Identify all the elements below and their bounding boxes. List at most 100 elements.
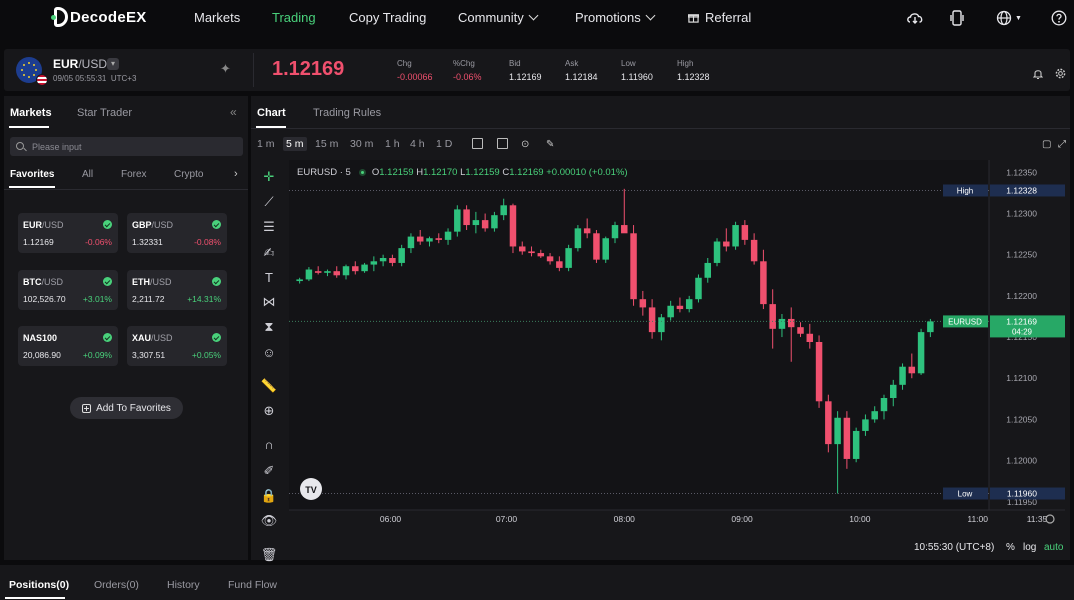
favorite-check-icon[interactable] <box>103 220 112 229</box>
tab-fund-flow[interactable]: Fund Flow <box>228 579 278 591</box>
scale-log-toggle[interactable]: log <box>1023 542 1037 553</box>
candle-body <box>333 271 340 276</box>
fib-lines-icon[interactable]: ☰ <box>263 219 275 234</box>
trendline-icon[interactable]: ⟋ <box>264 194 274 209</box>
symbol-selector[interactable]: EUR/USD <box>53 57 107 71</box>
candle-body <box>639 299 647 308</box>
candle-body <box>398 248 405 263</box>
filter-favorites[interactable]: Favorites <box>10 169 55 180</box>
price-marker-label: EURUSD <box>948 317 982 326</box>
scale-auto-toggle[interactable]: auto <box>1044 542 1064 553</box>
market-search-input[interactable] <box>10 137 243 156</box>
favorite-check-icon[interactable] <box>212 277 221 286</box>
market-card-ethusd[interactable]: ETH/USD 2,211.72 +14.31% <box>127 270 227 310</box>
y-tick-label: 1.12200 <box>1006 291 1037 301</box>
timeframe-4h[interactable]: 4 h <box>410 138 425 150</box>
stat-high: High 1.12328 <box>677 59 710 82</box>
filter-crypto[interactable]: Crypto <box>174 169 204 180</box>
help-icon[interactable] <box>1050 9 1068 27</box>
fullscreen-icon[interactable]: ⤢ <box>1058 139 1066 150</box>
add-to-favorites-button[interactable]: Add To Favorites <box>70 397 183 419</box>
pattern-icon[interactable]: ⋈ <box>262 294 276 309</box>
y-tick-label: 1.12000 <box>1006 456 1037 466</box>
nav-copy-trading[interactable]: Copy Trading <box>349 10 426 25</box>
device-icon[interactable] <box>948 9 966 27</box>
market-card-nas100[interactable]: NAS100 20,086.90 +0.09% <box>18 326 118 366</box>
download-icon[interactable] <box>906 9 924 27</box>
candle-body <box>602 238 609 260</box>
nav-promotions[interactable]: Promotions <box>575 10 656 25</box>
brand-logo[interactable]: DecodeEX <box>51 7 147 27</box>
collapse-panel-icon[interactable]: « <box>230 105 237 119</box>
lock-drawing-icon[interactable]: ✐ <box>263 463 275 478</box>
ohlc-low: 1.12159 <box>465 167 500 178</box>
axis-settings-icon <box>1045 514 1055 524</box>
filter-forex[interactable]: Forex <box>121 169 147 180</box>
magnet-icon[interactable]: ∩ <box>264 437 274 452</box>
market-card-btcusd[interactable]: BTC/USD 102,526.70 +3.01% <box>18 270 118 310</box>
tab-orders[interactable]: Orders(0) <box>94 579 139 591</box>
stat-label: High <box>677 59 694 68</box>
tab-history[interactable]: History <box>167 579 200 591</box>
symbol-dropdown-icon[interactable]: ▾ <box>107 58 119 70</box>
candle-body <box>426 238 433 242</box>
draw-pen-icon[interactable]: ✎ <box>546 139 555 150</box>
tab-chart[interactable]: Chart <box>257 107 286 119</box>
market-card-xauusd[interactable]: XAU/USD 3,307.51 +0.05% <box>127 326 227 366</box>
globe-icon[interactable]: ▼ <box>996 9 1022 27</box>
compare-icon[interactable]: ⊙ <box>521 139 530 150</box>
nav-markets[interactable]: Markets <box>194 10 240 25</box>
market-card-eurusd[interactable]: EUR/USD 1.12169 -0.06% <box>18 213 118 253</box>
crosshair-icon[interactable]: ✛ <box>263 169 275 184</box>
favorite-check-icon[interactable] <box>103 333 112 342</box>
candle-body <box>519 246 526 252</box>
candlestick-chart[interactable]: 1.123501.123001.122501.122001.121501.121… <box>289 160 1065 538</box>
timeframe-30m[interactable]: 30 m <box>350 138 374 150</box>
card-price: 1.12169 <box>23 237 54 247</box>
favorite-check-icon[interactable] <box>212 333 221 342</box>
candle-body <box>741 225 749 240</box>
chart-panel: Chart Trading Rules 1 m 5 m 15 m 30 m 1 … <box>251 96 1070 562</box>
timeframe-1m[interactable]: 1 m <box>257 138 275 150</box>
favorite-check-icon[interactable] <box>212 220 221 229</box>
card-price: 3,307.51 <box>132 350 166 360</box>
text-tool-icon[interactable]: T <box>265 270 273 285</box>
favorite-check-icon[interactable] <box>103 277 112 286</box>
chart-type-icon[interactable] <box>472 138 483 149</box>
timeframe-5m[interactable]: 5 m <box>283 137 307 151</box>
sparkle-icon[interactable]: ✦ <box>220 61 231 76</box>
nav-referral[interactable]: Referral <box>688 10 751 25</box>
brush-icon[interactable]: ✍ <box>263 245 275 260</box>
ruler-icon[interactable]: 📏 <box>260 378 278 393</box>
indicators-icon[interactable] <box>497 138 508 149</box>
timeframe-1h[interactable]: 1 h <box>385 138 400 150</box>
candle-body <box>583 228 591 234</box>
zoom-in-icon[interactable]: ⊕ <box>263 403 275 418</box>
market-card-gbpusd[interactable]: GBP/USD 1.32331 -0.08% <box>127 213 227 253</box>
stat-value: 1.11960 <box>621 72 653 82</box>
candle-body <box>908 366 916 374</box>
tab-star-trader[interactable]: Star Trader <box>77 107 133 119</box>
bell-icon[interactable] <box>1032 68 1044 82</box>
nav-trading[interactable]: Trading <box>272 10 316 25</box>
screenshot-icon[interactable]: ▢ <box>1042 139 1052 150</box>
settings-gear-icon[interactable] <box>1055 68 1066 82</box>
trash-icon[interactable]: 🗑 <box>260 547 278 562</box>
ohlc-change: +0.00010 (+0.01%) <box>546 167 628 178</box>
emoji-icon[interactable]: ☺ <box>262 345 276 360</box>
timeframe-15m[interactable]: 15 m <box>315 138 339 150</box>
tab-markets[interactable]: Markets <box>10 107 52 119</box>
lock-icon[interactable]: 🔒 <box>260 488 278 503</box>
measure-lines-icon[interactable]: ⧗ <box>264 319 274 334</box>
stat-chg: Chg -0.00066 <box>397 59 433 82</box>
tab-trading-rules[interactable]: Trading Rules <box>313 107 382 119</box>
tab-positions[interactable]: Positions(0) <box>9 579 70 591</box>
scale-percent-toggle[interactable]: % <box>1006 542 1015 553</box>
filter-all[interactable]: All <box>82 169 94 180</box>
nav-community[interactable]: Community <box>458 10 539 25</box>
candle-body <box>537 253 545 257</box>
gift-icon <box>688 14 699 23</box>
chevron-right-icon[interactable]: › <box>234 168 238 180</box>
eye-icon[interactable]: 👁 <box>260 513 278 528</box>
timeframe-1d[interactable]: 1 D <box>436 138 453 150</box>
